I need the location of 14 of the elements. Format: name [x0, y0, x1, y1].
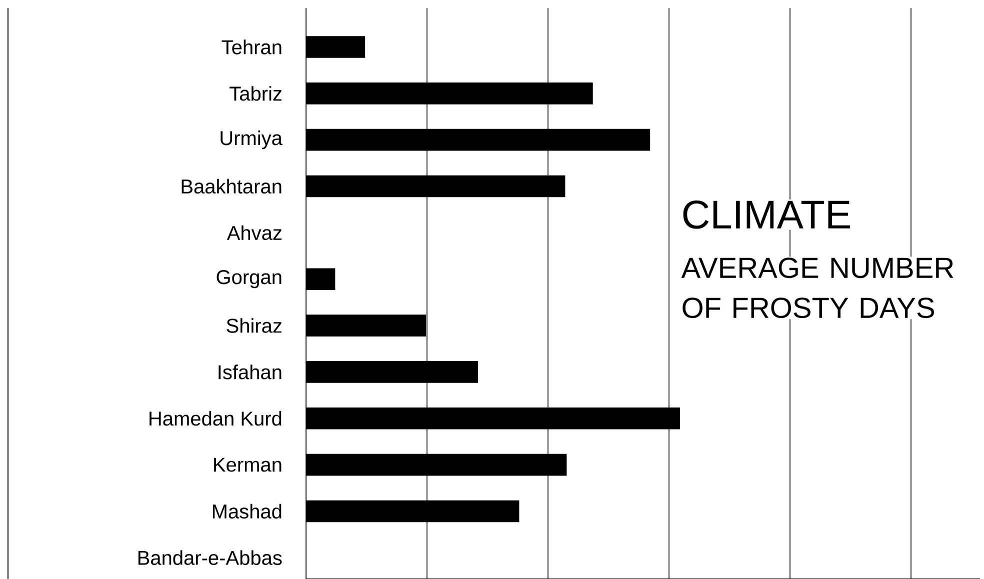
y-tick-label: Tabriz [230, 86, 282, 101]
y-tick-label: Ahvaz [226, 225, 282, 240]
y-tick-label: Baakhtaran [182, 178, 282, 194]
y-tick-label: Isfahan [218, 364, 282, 380]
text: AVERAGE NUMBER OF FROSTY DAYS [681, 258, 954, 318]
text: CLIMATE [683, 200, 850, 229]
y-tick-label: Tehran [222, 40, 282, 54]
y-tick-label: Bandar-e-Abbas [138, 550, 282, 566]
y-tick-label: Kerman [214, 458, 282, 472]
y-tick-label: Hamedan Kurd [150, 411, 282, 426]
y-tick-label: Shiraz [226, 318, 282, 333]
y-tick-label: Gorgan [216, 270, 282, 288]
y-tick-label: Mashad [212, 504, 282, 519]
y-tick-label: Urmiya [220, 130, 282, 150]
